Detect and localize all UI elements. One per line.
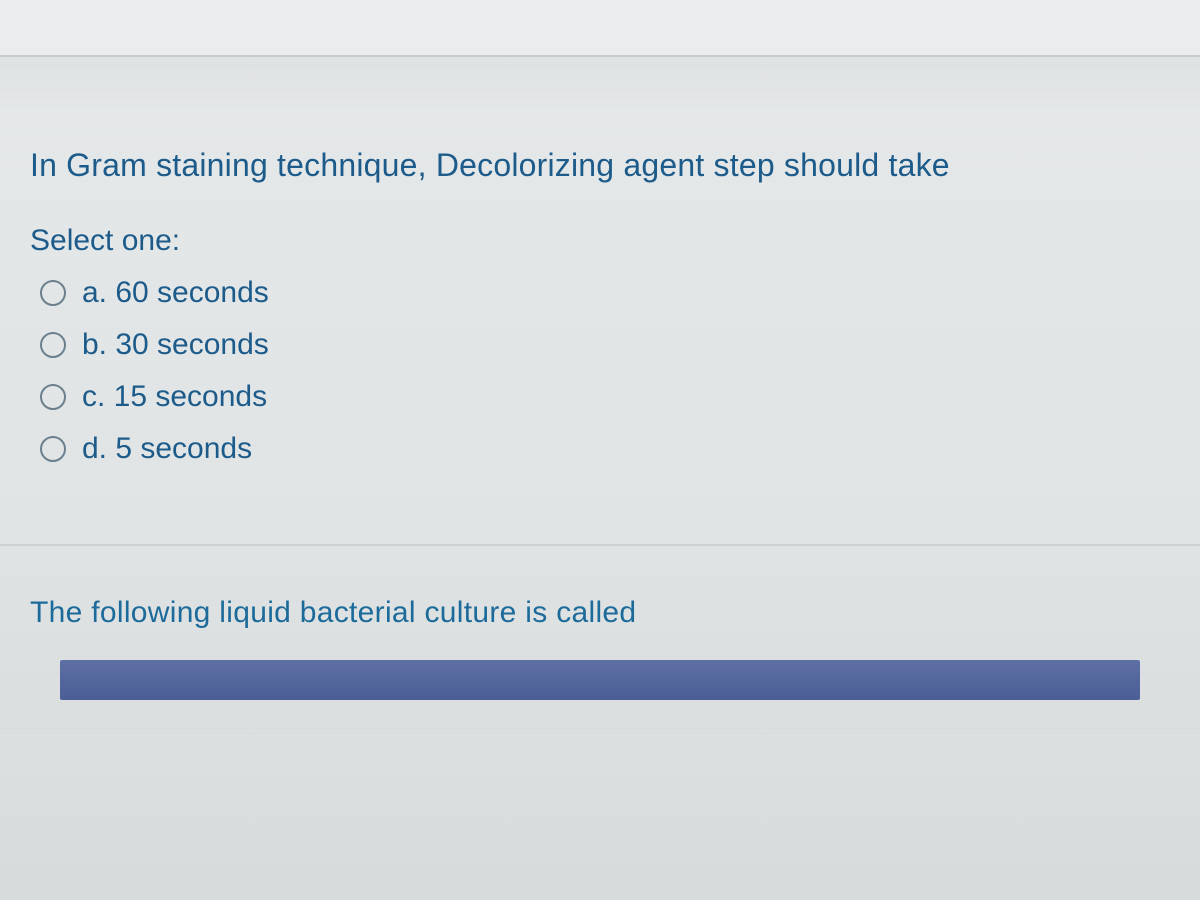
quiz-screen: In Gram staining technique, Decolorizing… xyxy=(0,0,1200,900)
radio-a[interactable] xyxy=(40,280,66,306)
radio-b[interactable] xyxy=(40,332,66,358)
option-a-row[interactable]: a. 60 seconds xyxy=(30,276,1170,310)
option-b-row[interactable]: b. 30 seconds xyxy=(30,328,1170,362)
question-2-image-placeholder xyxy=(60,660,1140,700)
option-d-row[interactable]: d. 5 seconds xyxy=(30,432,1170,466)
option-c-row[interactable]: c. 15 seconds xyxy=(30,380,1170,414)
question-1-block: In Gram staining technique, Decolorizing… xyxy=(0,107,1200,544)
option-b-label: b. 30 seconds xyxy=(82,328,269,362)
option-c-label: c. 15 seconds xyxy=(82,380,267,414)
option-a-label: a. 60 seconds xyxy=(82,276,269,310)
browser-top-bar xyxy=(0,0,1200,57)
question-2-text: The following liquid bacterial culture i… xyxy=(30,596,1170,630)
radio-d[interactable] xyxy=(40,436,66,462)
question-2-block: The following liquid bacterial culture i… xyxy=(0,546,1200,730)
select-one-label: Select one: xyxy=(30,224,1170,258)
option-d-label: d. 5 seconds xyxy=(82,432,252,466)
question-1-text: In Gram staining technique, Decolorizing… xyxy=(30,147,1170,184)
radio-c[interactable] xyxy=(40,384,66,410)
spacer xyxy=(0,57,1200,107)
